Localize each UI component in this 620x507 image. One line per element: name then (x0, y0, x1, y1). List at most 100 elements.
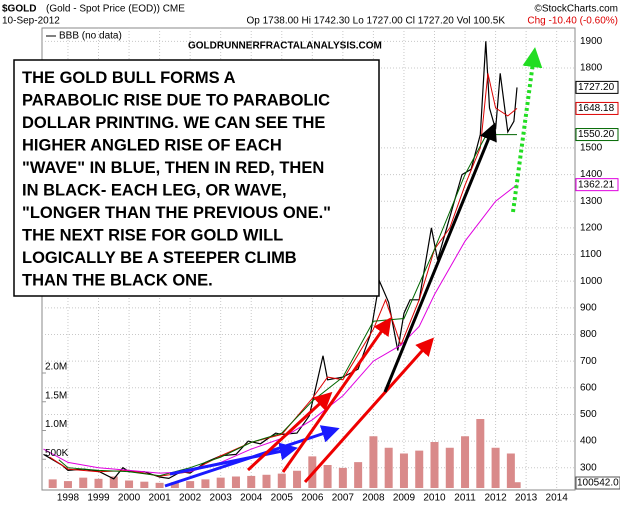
volume-bar (430, 442, 439, 488)
volume-bar (155, 482, 164, 488)
y-tick-label: 500 (580, 409, 597, 420)
volume-bar (186, 481, 195, 488)
x-tick-label: 2001 (148, 493, 171, 504)
volume-bar (140, 481, 149, 488)
volume-bar (512, 482, 521, 488)
annotation-line: IN BLACK- EACH LEG, OR WAVE, (22, 182, 287, 200)
annotation-line: THE NEXT RISE FOR GOLD WILL (22, 227, 283, 245)
quote: Op 1738.00 Hi 1742.30 Lo 1727.00 Cl 1727… (246, 16, 505, 27)
volume-tick-label: 2.0M (45, 362, 67, 373)
arrows (164, 47, 543, 488)
y-tick-label: 1100 (580, 249, 602, 260)
volume-bar (338, 467, 347, 488)
x-tick-label: 2007 (332, 493, 355, 504)
red-arrow (281, 317, 392, 473)
y-tick-label: 1900 (580, 36, 603, 47)
volume-bar (48, 479, 57, 488)
watermark: GOLDRUNNERFRACTALANALYSIS.COM (188, 41, 382, 52)
y-tick-label: 800 (580, 329, 597, 340)
y-tick-label: 1300 (580, 196, 603, 207)
volume-bar (125, 480, 134, 488)
last-value-box (575, 128, 619, 142)
volume-bar (506, 453, 515, 488)
annotation-box (13, 59, 380, 297)
y-tick-label: 700 (580, 356, 597, 367)
volume-tick-label: 1.0M (45, 419, 67, 430)
price-lines (43, 41, 518, 480)
volume-bar (79, 477, 88, 488)
x-tick-label: 2000 (118, 493, 141, 504)
x-tick-label: 2005 (271, 493, 294, 504)
volume (48, 419, 521, 488)
credit: ©StockCharts.com (534, 4, 618, 15)
volume-bar (384, 447, 393, 488)
annotation-line: THE GOLD BULL FORMS A (22, 69, 236, 87)
green-arrow (511, 47, 543, 213)
volume-bar (170, 482, 179, 488)
volume-bar (399, 453, 408, 488)
x-tick-label: 2009 (393, 493, 416, 504)
x-tick-label: 2014 (546, 493, 569, 504)
volume-bar (369, 436, 378, 488)
price-line (58, 134, 517, 477)
red-arrow (303, 337, 434, 483)
x-tick-label: 2008 (362, 493, 385, 504)
black-arrow (383, 122, 497, 393)
x-tick-label: 1999 (87, 493, 110, 504)
x-tick-label: 2006 (301, 493, 324, 504)
x-tick-label: 2011 (454, 493, 476, 504)
volume-bar (94, 478, 103, 488)
annotation-line: HIGHER ANGLED RISE OF EACH (22, 137, 282, 155)
volume-bar (277, 473, 286, 488)
volume-bar (354, 462, 363, 488)
volume-bar (293, 470, 302, 488)
volume-bar (247, 475, 256, 488)
volume-bar (445, 447, 454, 488)
annotation-line: PARABOLIC RISE DUE TO PARABOLIC (22, 92, 330, 110)
last-value-label: 1550.20 (578, 129, 615, 140)
volume-tick-label: 1.5M (45, 390, 67, 401)
volume-bar (415, 450, 424, 488)
y-tick-label: 300 (580, 462, 597, 473)
last-volume-box (575, 476, 620, 490)
volume-bar (461, 436, 470, 488)
x-tick-label: 1998 (57, 493, 80, 504)
price-line (43, 184, 518, 474)
x-tick-label: 2004 (240, 493, 263, 504)
y-tick-label: 400 (580, 436, 597, 447)
date: 10-Sep-2012 (2, 16, 60, 27)
volume-bar (109, 476, 118, 488)
x-tick-label: 2010 (423, 493, 446, 504)
last-value-label: 1362.21 (578, 179, 615, 190)
volume-bar (491, 447, 500, 488)
annotation: THE GOLD BULL FORMS A PARABOLIC RISE DUE … (22, 69, 331, 290)
y-tick-label: 900 (580, 302, 597, 313)
blue-arrow (169, 442, 298, 476)
annotation-line: LOGICALLY BE A STEEPER CLIMB (22, 249, 297, 267)
last-value-label: 1648.18 (578, 103, 615, 114)
x-tick-label: 2003 (210, 493, 233, 504)
annotation-line: THAN THE BLACK ONE. (22, 272, 213, 290)
volume-bar (231, 476, 240, 488)
y-tick-label: 1500 (580, 143, 603, 154)
x-tick-label: 2013 (515, 493, 538, 504)
y-tick-label: 1800 (580, 63, 603, 74)
change: Chg -10.40 (-0.60%) (527, 16, 618, 27)
y-tick-label: 600 (580, 382, 597, 393)
symbol: $GOLD (2, 4, 36, 15)
x-tick-label: 2002 (179, 493, 202, 504)
legend: BBB (no data) (59, 31, 122, 42)
red-arrow (246, 391, 333, 472)
annotation-line: DOLLAR PRINTING. WE CAN SEE THE (22, 114, 325, 132)
y-tick-label: 1000 (580, 276, 603, 287)
last-value-box (575, 80, 619, 94)
last-value-label: 1727.20 (578, 82, 615, 93)
x-tick-label: 2012 (484, 493, 507, 504)
y-tick-label: 1400 (580, 169, 603, 180)
annotation-line: "WAVE" IN BLUE, THEN IN RED, THEN (22, 159, 324, 177)
volume-bar (476, 419, 485, 488)
volume-bar (262, 474, 271, 488)
subtitle: (Gold - Spot Price (EOD)) CME (46, 4, 185, 15)
